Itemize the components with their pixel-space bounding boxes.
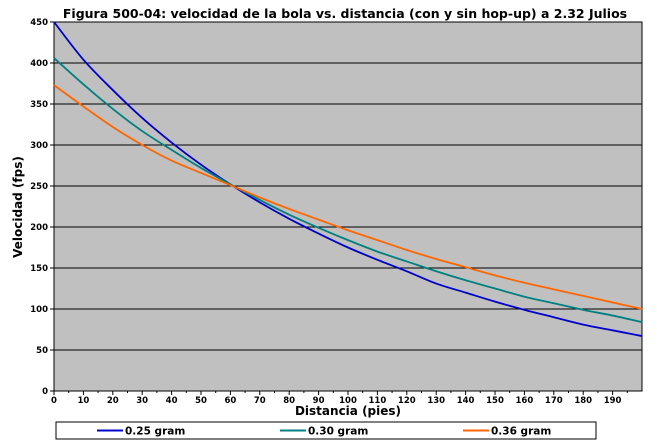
- x-tick-label: 50: [195, 396, 207, 406]
- x-tick-label: 100: [339, 396, 357, 406]
- x-tick-label: 70: [254, 396, 266, 406]
- plot-area: [53, 21, 643, 392]
- legend-label-1: 0.25 gram: [125, 426, 185, 438]
- gridlines: [54, 62, 642, 351]
- y-axis-label: Velocidad (fps): [11, 156, 25, 258]
- x-tick-label: 10: [77, 396, 89, 406]
- y-tick-label: 0: [42, 387, 48, 397]
- x-tick-label: 40: [166, 396, 178, 406]
- y-tick-label: 300: [30, 141, 48, 151]
- x-tick-label: 90: [313, 396, 325, 406]
- x-tick-label: 110: [369, 396, 387, 406]
- x-tick-label: 170: [545, 396, 563, 406]
- legend-label-2: 0.30 gram: [308, 426, 368, 438]
- x-axis-label: Distancia (pies): [295, 404, 401, 418]
- x-tick-label: 140: [457, 396, 475, 406]
- legend: 0.25 gram 0.30 gram 0.36 gram: [55, 421, 597, 440]
- x-tick-label: 30: [136, 396, 148, 406]
- y-tick-label: 200: [30, 223, 48, 233]
- x-tick-label: 130: [427, 396, 445, 406]
- series-line-1: [53, 21, 643, 337]
- y-tick-label: 400: [30, 59, 48, 69]
- x-tick-label: 180: [574, 396, 592, 406]
- x-tick-label: 60: [224, 396, 236, 406]
- x-axis: 0 10 20 30 40 50 60 70 80 90 100 110 120 130 140 150 160…: [51, 391, 628, 406]
- y-axis: 0 50 100 150 200 250 300 350 400 450: [30, 18, 54, 397]
- y-tick-label: 100: [30, 305, 48, 315]
- series-line-2: [53, 57, 643, 323]
- x-tick-label: 150: [486, 396, 504, 406]
- x-tick-label: 80: [283, 396, 295, 406]
- y-tick-label: 50: [36, 346, 48, 356]
- legend-label-3: 0.36 gram: [491, 426, 551, 438]
- y-tick-label: 450: [30, 18, 48, 28]
- x-tick-label: 160: [516, 396, 534, 406]
- series-line-3: [53, 84, 643, 310]
- y-tick-label: 250: [30, 182, 48, 192]
- legend-box: [55, 421, 597, 440]
- x-tick-label: 0: [51, 396, 57, 406]
- chart-title: Figura 500-04: velocidad de la bola vs. …: [63, 6, 627, 21]
- series-lines: [53, 21, 643, 337]
- y-tick-label: 150: [30, 264, 48, 274]
- x-tick-label: 190: [604, 396, 622, 406]
- y-tick-label: 350: [30, 100, 48, 110]
- x-tick-label: 20: [107, 396, 119, 406]
- x-tick-label: 120: [398, 396, 416, 406]
